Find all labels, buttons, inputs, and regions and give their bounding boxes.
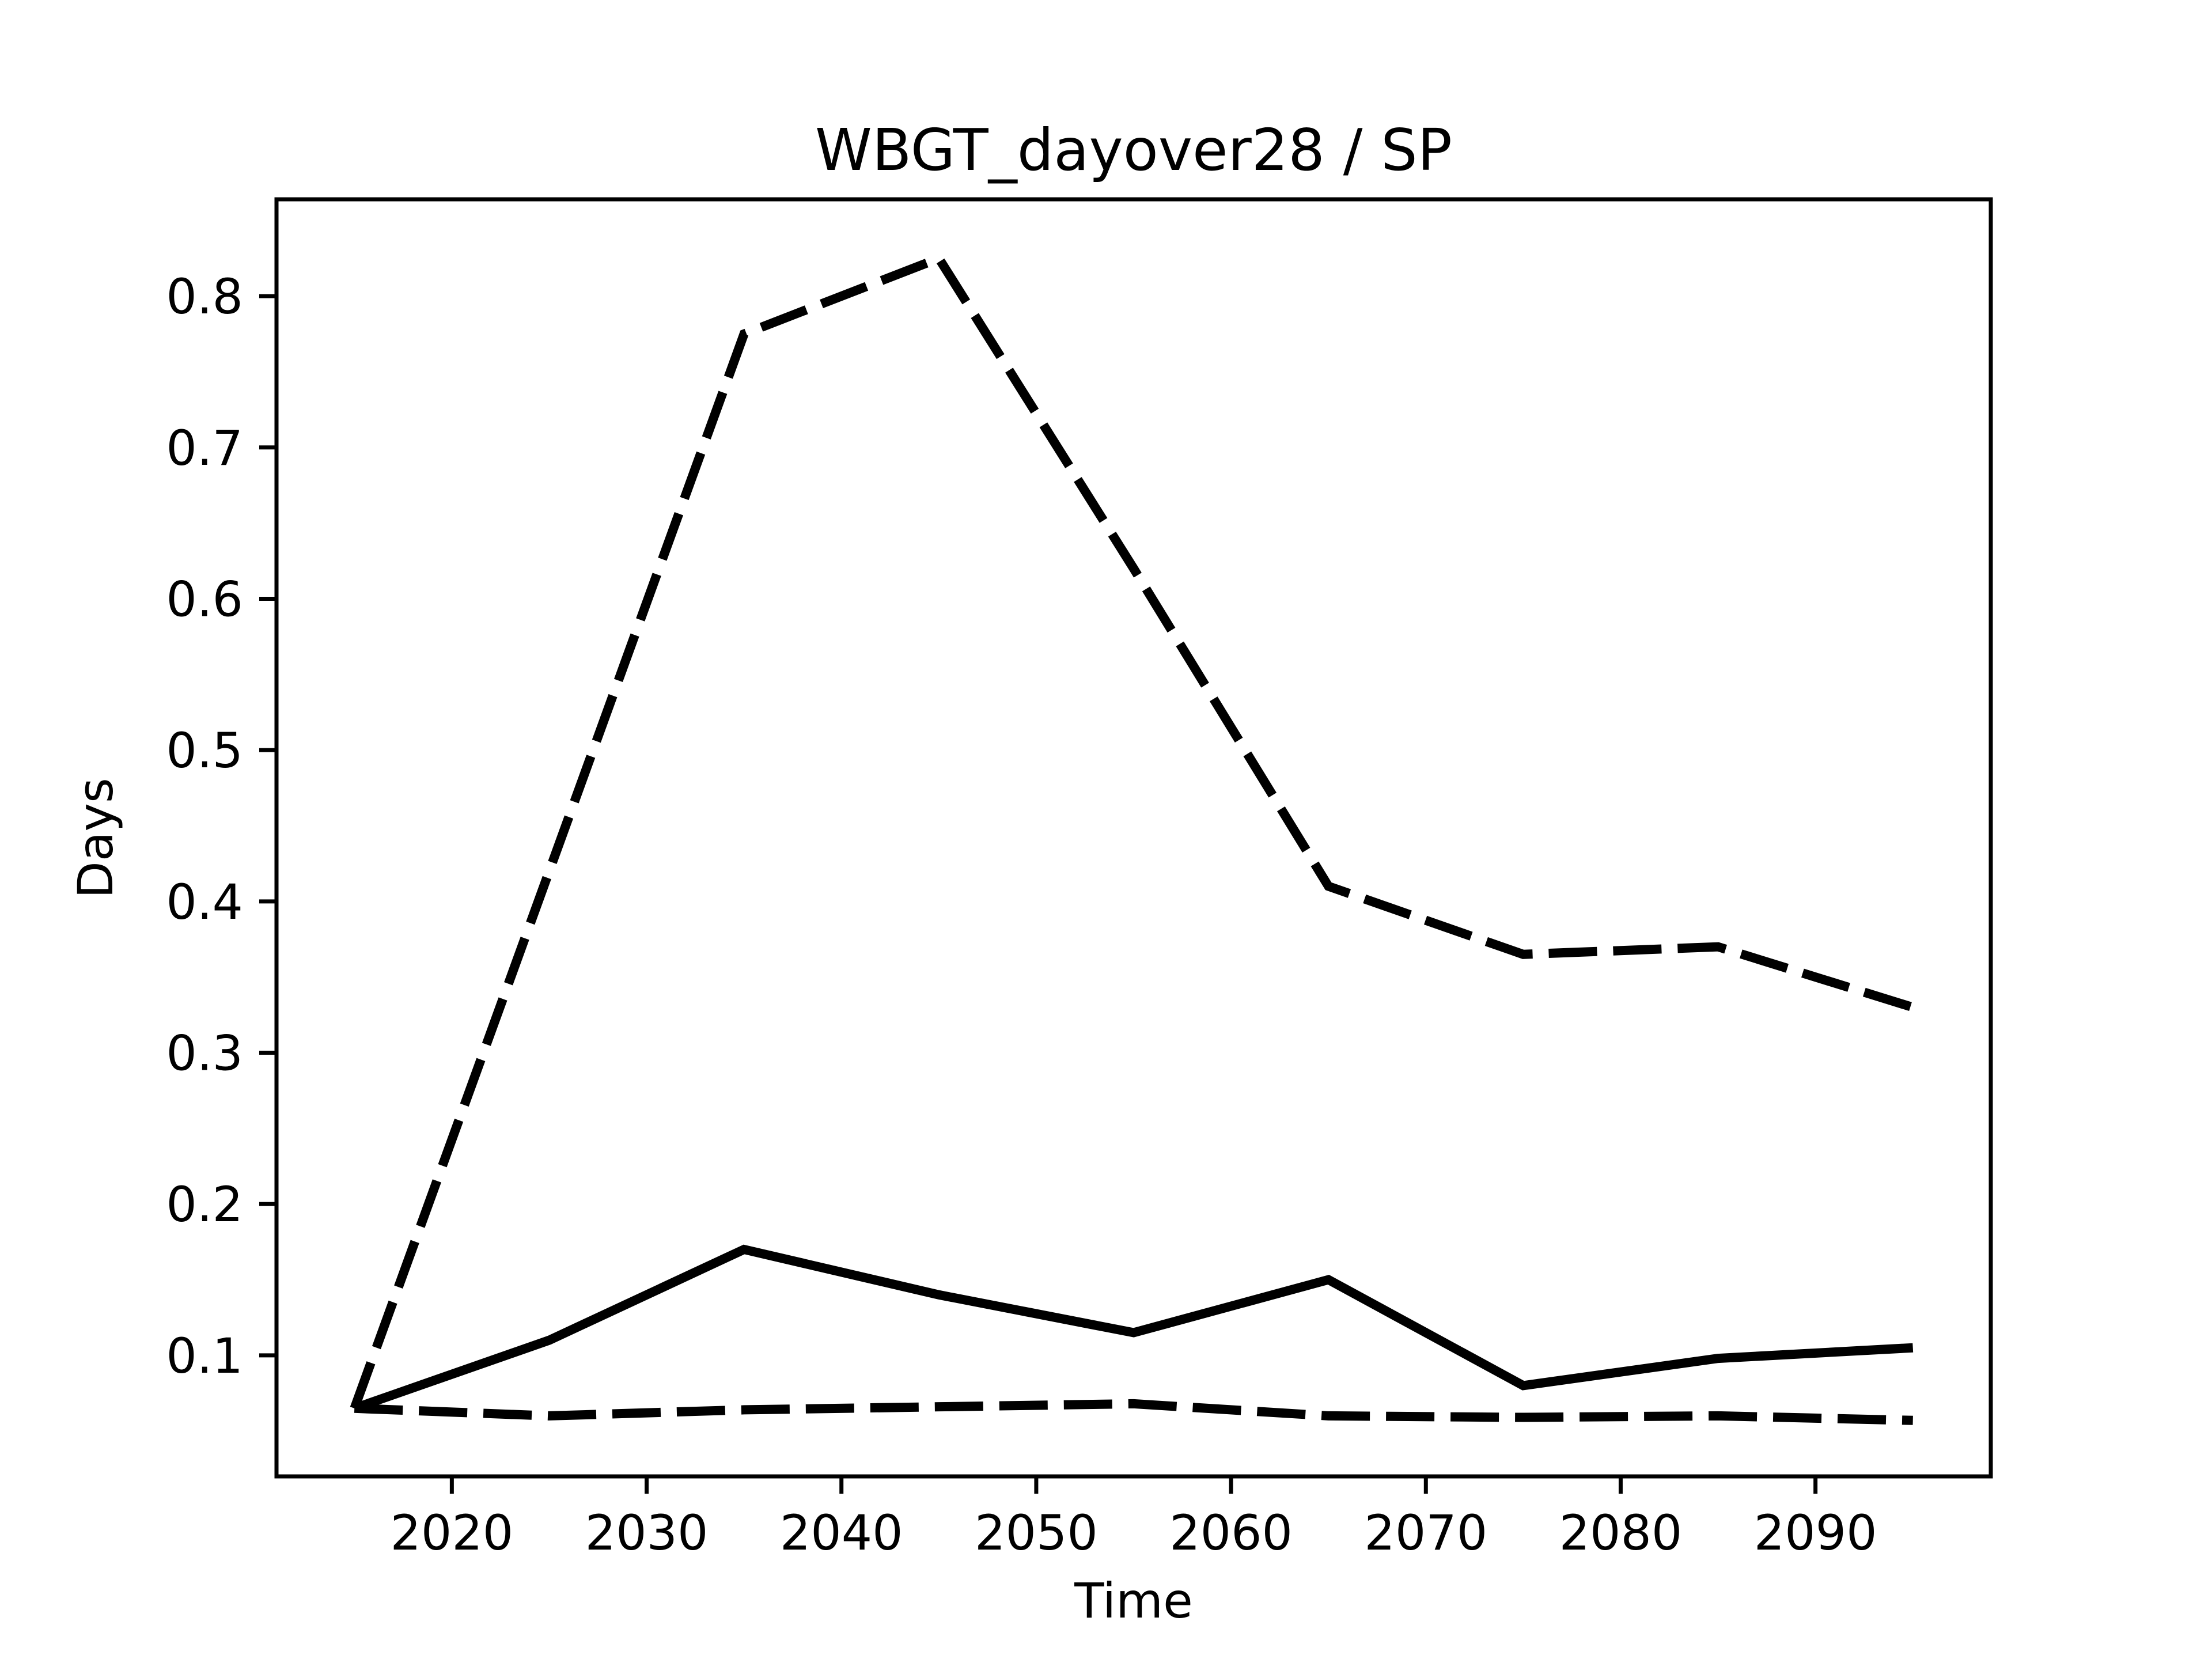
series-lines	[350, 252, 1915, 1425]
x-tick-label: 2030	[585, 1505, 709, 1561]
y-tick-label: 0.1	[166, 1328, 243, 1384]
x-tick-label: 2090	[1754, 1505, 1877, 1561]
axis-ticks	[259, 294, 1818, 1494]
x-tick-label: 2040	[780, 1505, 903, 1561]
x-tick-label: 2080	[1559, 1505, 1683, 1561]
plot-border	[274, 197, 1993, 1479]
series-line-solid-central	[353, 1244, 1914, 1413]
series-line-upper-dashed	[350, 252, 1915, 1410]
axis-tick-labels: 2020 2030 2040 2050 2060 2070 2080 2090 0.1 0.2 0.…	[166, 268, 1877, 1561]
x-tick-label: 2060	[1169, 1505, 1293, 1561]
y-tick-label: 0.2	[166, 1176, 243, 1233]
y-tick-label: 0.5	[166, 722, 243, 779]
y-tick-label: 0.3	[166, 1025, 243, 1082]
y-tick-label: 0.7	[166, 420, 243, 476]
x-axis-label: Time	[1074, 1573, 1193, 1629]
x-tick-label: 2070	[1364, 1505, 1487, 1561]
series-line-lower-dashed	[354, 1399, 1913, 1425]
y-tick-label: 0.8	[166, 268, 243, 325]
y-tick-label: 0.6	[166, 571, 243, 627]
chart-title: WBGT_dayover28 / SP	[815, 116, 1452, 184]
axes-spines	[274, 197, 1993, 1479]
x-tick-label: 2020	[390, 1505, 513, 1561]
x-tick-label: 2050	[975, 1505, 1098, 1561]
y-tick-label: 0.4	[166, 874, 243, 930]
y-axis-label: Days	[67, 778, 124, 899]
